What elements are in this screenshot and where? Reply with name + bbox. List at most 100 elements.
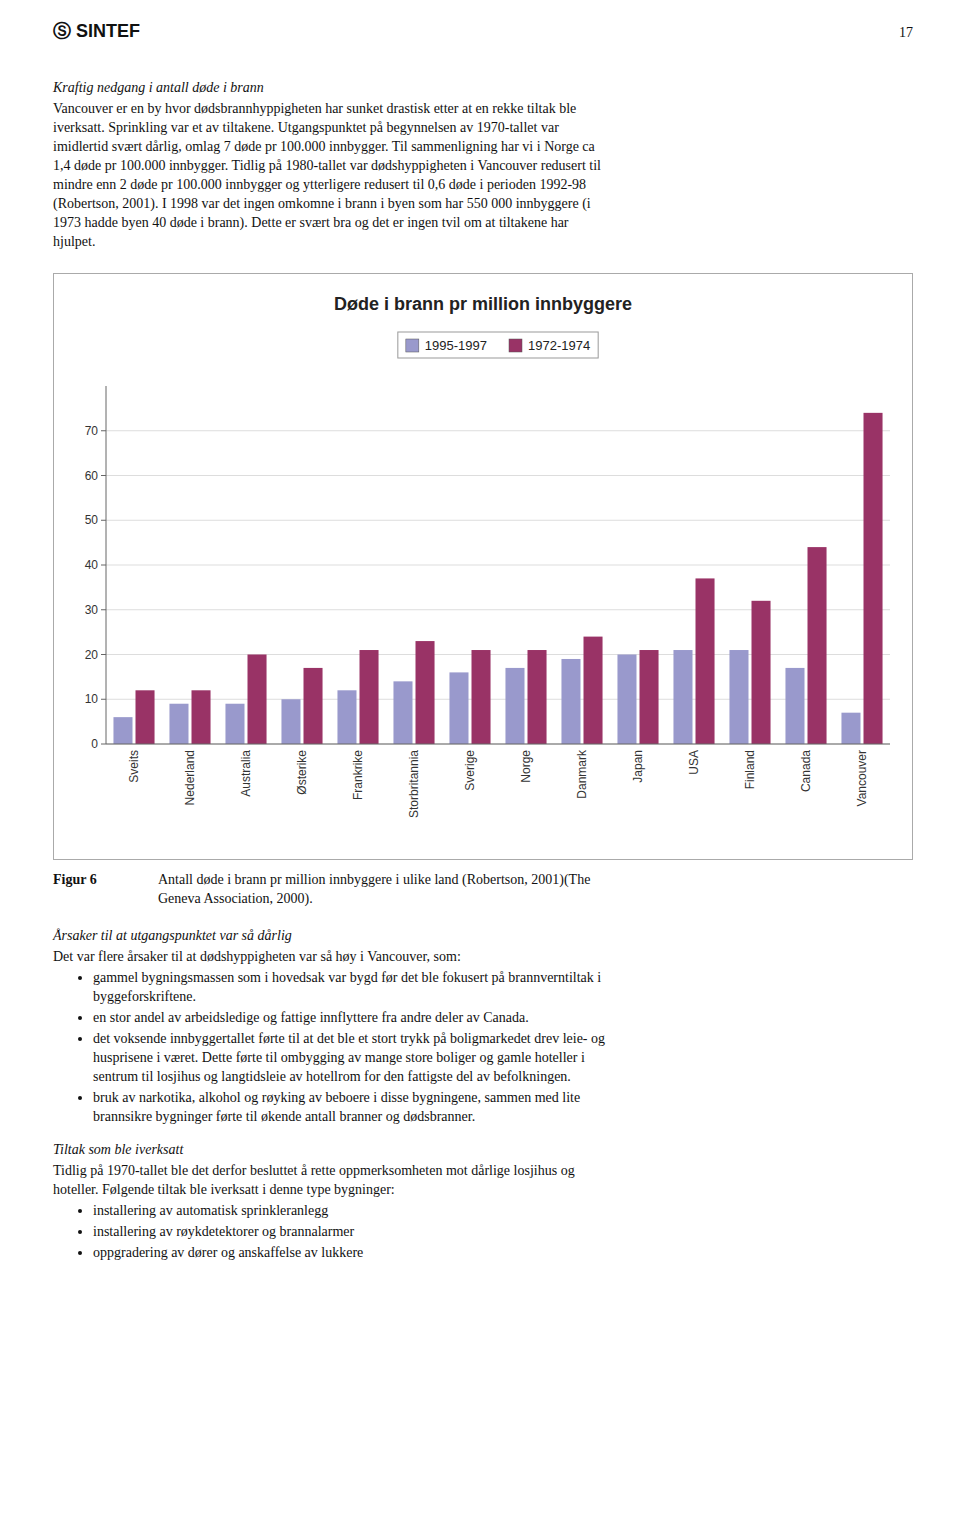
bullet-item: det voksende innbyggertallet førte til a… <box>93 1029 913 1086</box>
bar <box>281 699 300 744</box>
x-tick-label: Australia <box>239 750 253 797</box>
y-tick-label: 10 <box>85 692 99 706</box>
caption-line: Antall døde i brann pr million innbygger… <box>158 870 590 889</box>
body-line: 1,4 døde pr 100.000 innbygger. Tidlig på… <box>53 156 913 175</box>
bar <box>393 681 412 744</box>
x-tick-label: Sverige <box>463 750 477 791</box>
page-number: 17 <box>899 23 913 42</box>
bullet-item: installering av røykdetektorer og branna… <box>93 1222 913 1241</box>
legend-swatch <box>406 339 419 352</box>
y-tick <box>101 654 106 655</box>
body-line: (Robertson, 2001). I 1998 var det ingen … <box>53 194 913 213</box>
y-tick <box>101 699 106 700</box>
y-tick <box>101 565 106 566</box>
bar <box>673 650 692 744</box>
y-tick <box>101 744 106 745</box>
bullet-line: bruk av narkotika, alkohol og røyking av… <box>93 1088 913 1107</box>
legend-item: 1995-1997 <box>406 338 487 353</box>
bar <box>505 668 524 744</box>
y-tick-label: 30 <box>85 603 99 617</box>
body-text: Vancouver er en by hvor dødsbrannhyppigh… <box>53 99 913 251</box>
chart-title: Døde i brann pr million innbyggere <box>334 294 632 314</box>
x-tick-label: Vancouver <box>855 750 869 806</box>
x-tick-label: Norge <box>519 750 533 783</box>
x-tick-label: Sveits <box>127 750 141 783</box>
bar <box>561 659 580 744</box>
bullet-line: husprisene i været. Dette førte til omby… <box>93 1048 913 1067</box>
body-line: mindre enn 2 døde pr 100.000 innbygger o… <box>53 175 913 194</box>
grid-line <box>106 430 890 431</box>
x-tick-label: Frankrike <box>351 750 365 800</box>
bullet-line: en stor andel av arbeidsledige og fattig… <box>93 1008 913 1027</box>
y-tick-label: 40 <box>85 558 99 572</box>
bar <box>729 650 748 744</box>
body-line: hjulpet. <box>53 232 913 251</box>
body-line: iverksatt. Sprinkling var et av tiltaken… <box>53 118 913 137</box>
section-intro: hoteller. Følgende tiltak ble iverksatt … <box>53 1180 913 1199</box>
bullet-line: det voksende innbyggertallet førte til a… <box>93 1029 913 1048</box>
grid-line <box>106 565 890 566</box>
bullet-list: installering av automatisk sprinkleranle… <box>53 1201 913 1262</box>
x-tick-label: Canada <box>799 750 813 792</box>
page: Ⓢ SINTEF17 Kraftig nedgang i antall døde … <box>53 22 913 1266</box>
bar <box>192 690 211 744</box>
bar <box>640 650 659 744</box>
body-line: Vancouver er en by hvor dødsbrannhyppigh… <box>53 99 913 118</box>
x-tick-label: Nederland <box>183 750 197 805</box>
legend: 1995-1997 1972-1974 <box>398 332 598 358</box>
section-intro: Tidlig på 1970-tallet ble det derfor bes… <box>53 1161 913 1180</box>
bar <box>113 717 132 744</box>
bars <box>113 413 882 744</box>
bar <box>337 690 356 744</box>
bar <box>225 704 244 744</box>
x-tick-label: Danmark <box>575 749 589 799</box>
bullet-line: byggeforskriftene. <box>93 987 913 1006</box>
bar <box>169 704 188 744</box>
bar <box>752 601 771 744</box>
bar <box>584 637 603 744</box>
header: Ⓢ SINTEF17 <box>53 22 913 42</box>
bullet-list: gammel bygningsmassen som i hovedsak var… <box>53 968 913 1126</box>
bar <box>808 547 827 744</box>
bar <box>304 668 323 744</box>
legend-item: 1972-1974 <box>509 338 590 353</box>
y-tick-label: 20 <box>85 648 99 662</box>
bar <box>696 578 715 744</box>
bullet-line: brannsikre bygninger førte til økende an… <box>93 1107 913 1126</box>
chart: Døde i brann pr million innbyggere010203… <box>54 274 912 859</box>
y-tick <box>101 609 106 610</box>
bullet-item: gammel bygningsmassen som i hovedsak var… <box>93 968 913 1006</box>
x-tick-label: Østerike <box>295 750 309 795</box>
bar <box>528 650 547 744</box>
y-tick <box>101 520 106 521</box>
y-tick <box>101 475 106 476</box>
caption-label: Figur 6 <box>53 870 158 908</box>
bullet-line: sentrum til losjihus og langtidsleie av … <box>93 1067 913 1086</box>
body-line: 1973 hadde byen 40 døde i brann). Dette … <box>53 213 913 232</box>
caption-line: Geneva Association, 2000). <box>158 889 590 908</box>
grid-line <box>106 654 890 655</box>
section-intro: Det var flere årsaker til at dødshyppigh… <box>53 947 913 966</box>
bullet-item: en stor andel av arbeidsledige og fattig… <box>93 1008 913 1027</box>
section-heading: Årsaker til at utgangspunktet var så dår… <box>53 926 913 945</box>
chart-box: Døde i brann pr million innbyggere010203… <box>53 273 913 860</box>
bullet-item: bruk av narkotika, alkohol og røyking av… <box>93 1088 913 1126</box>
bullet-line: gammel bygningsmassen som i hovedsak var… <box>93 968 913 987</box>
grid-line <box>106 744 890 745</box>
x-tick-label: Finland <box>743 750 757 789</box>
y-tick-label: 60 <box>85 469 99 483</box>
bar <box>416 641 435 744</box>
legend-label: 1995-1997 <box>425 338 487 353</box>
bar <box>785 668 804 744</box>
legend-swatch <box>509 339 522 352</box>
caption-text: Antall døde i brann pr million innbygger… <box>158 870 590 908</box>
bar <box>248 655 267 745</box>
x-tick-label: USA <box>687 750 701 775</box>
bar <box>360 650 379 744</box>
legend-label: 1972-1974 <box>528 338 590 353</box>
bar <box>449 672 468 744</box>
bar <box>864 413 883 744</box>
bar <box>136 690 155 744</box>
y-tick-label: 70 <box>85 424 99 438</box>
heading: Kraftig nedgang i antall døde i brann <box>53 78 913 97</box>
